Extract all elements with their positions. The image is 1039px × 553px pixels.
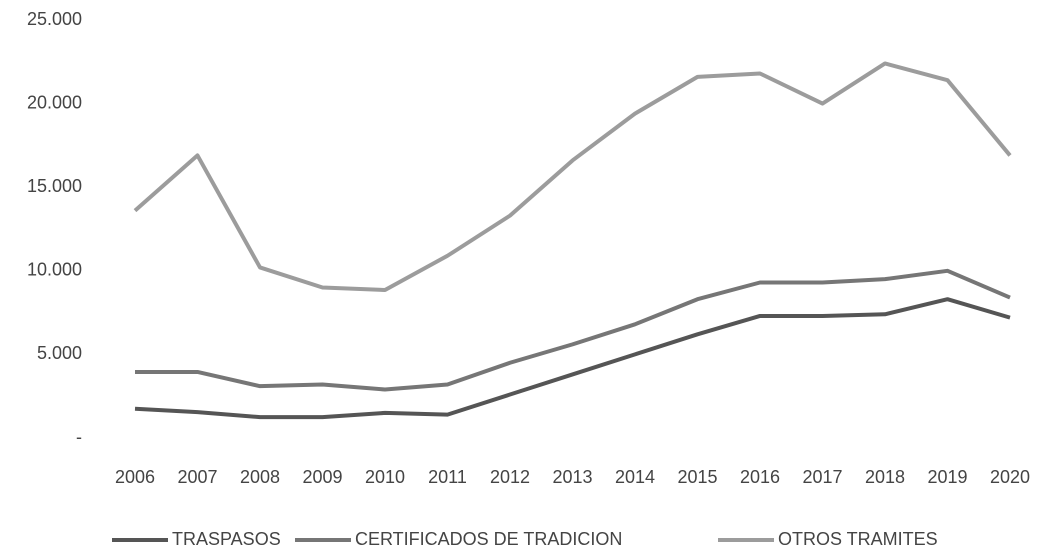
y-tick-label: 10.000 bbox=[27, 260, 82, 280]
x-tick-label: 2015 bbox=[677, 467, 717, 487]
x-tick-label: 2016 bbox=[740, 467, 780, 487]
x-tick-label: 2014 bbox=[615, 467, 655, 487]
y-tick-label: - bbox=[76, 427, 82, 447]
x-tick-label: 2009 bbox=[302, 467, 342, 487]
y-tick-label: 15.000 bbox=[27, 176, 82, 196]
legend-label: OTROS TRAMITES bbox=[778, 529, 938, 549]
x-tick-label: 2006 bbox=[115, 467, 155, 487]
x-tick-label: 2013 bbox=[552, 467, 592, 487]
x-tick-label: 2011 bbox=[428, 467, 467, 487]
series-line bbox=[135, 268, 1011, 392]
x-tick-label: 2020 bbox=[990, 467, 1030, 487]
legend-label: CERTIFICADOS DE TRADICION bbox=[355, 529, 622, 549]
x-tick-label: 2018 bbox=[865, 467, 905, 487]
x-tick-label: 2012 bbox=[490, 467, 530, 487]
y-tick-label: 25.000 bbox=[27, 9, 82, 29]
y-tick-label: 20.000 bbox=[27, 92, 82, 112]
series-line bbox=[134, 297, 1011, 420]
x-tick-label: 2019 bbox=[927, 467, 967, 487]
legend-label: TRASPASOS bbox=[172, 529, 281, 549]
x-tick-label: 2007 bbox=[177, 467, 217, 487]
x-tick-label: 2008 bbox=[240, 467, 280, 487]
x-tick-label: 2010 bbox=[365, 467, 405, 487]
y-tick-label: 5.000 bbox=[37, 343, 82, 363]
x-tick-label: 2017 bbox=[802, 467, 842, 487]
series-line bbox=[133, 61, 1012, 293]
